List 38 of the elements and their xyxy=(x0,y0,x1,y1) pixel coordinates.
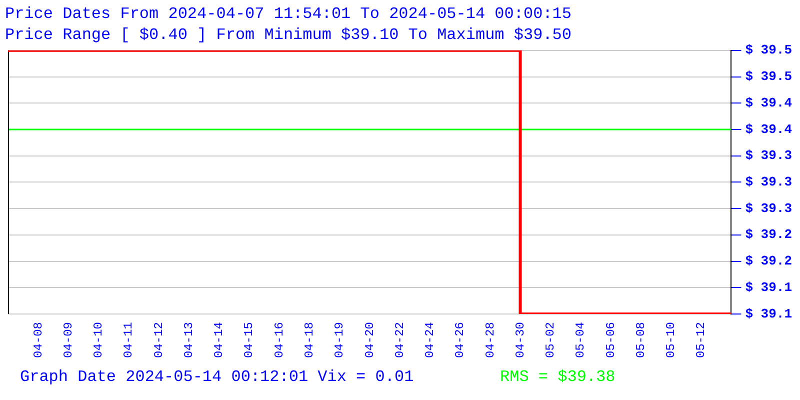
y-tick-label: $ 39.1 xyxy=(745,306,792,322)
x-tick-label: 04-22 xyxy=(392,322,407,358)
text: Graph Date 2024-05-14 00:12:01 Vix = 0.01 xyxy=(20,368,414,386)
x-tick-label: 04-09 xyxy=(61,322,76,358)
x-tick-label: 04-14 xyxy=(212,322,226,358)
y-tick-label: $ 39.4 xyxy=(745,95,792,110)
x-tick-label: 04-24 xyxy=(423,322,438,358)
x-tick-label: 04-20 xyxy=(362,322,377,358)
x-tick-label: 04-12 xyxy=(152,322,166,358)
y-tick-label: $ 39.3 xyxy=(745,200,792,216)
y-tick-label: $ 39.1 xyxy=(745,280,792,295)
x-tick-label: 04-26 xyxy=(453,322,468,358)
x-tick-label: 05-08 xyxy=(634,322,648,358)
y-tick-label: $ 39.2 xyxy=(745,254,792,269)
chart-subtitle: Price Range [ $0.40 ] From Minimum $39.10 To Maximum $39.50 xyxy=(5,26,572,44)
x-tick-label: 05-10 xyxy=(664,322,678,358)
text: RMS = $39.38 xyxy=(500,368,616,386)
x-tick-label: 05-12 xyxy=(694,322,708,358)
x-tick-label: 05-02 xyxy=(544,322,558,358)
y-tick-label: $ 39.5 xyxy=(745,69,792,84)
y-tick-label: $ 39.3 xyxy=(745,174,792,190)
x-tick-label: 04-16 xyxy=(272,322,286,358)
x-tick-label: 04-18 xyxy=(302,322,316,358)
x-tick-label: 04-30 xyxy=(513,322,528,358)
x-tick-label: 04-08 xyxy=(31,322,46,358)
x-tick-label: 04-10 xyxy=(92,322,106,358)
y-tick-label: $ 39.2 xyxy=(745,227,792,242)
x-tick-label: 04-28 xyxy=(483,322,498,358)
x-tick-label: 04-15 xyxy=(242,322,256,358)
chart-title: Price Dates From 2024-04-07 11:54:01 To 2024-05-14 00:00:15 xyxy=(5,4,572,23)
x-tick-label: 05-04 xyxy=(574,322,588,358)
y-tick-label: $ 39.4 xyxy=(745,122,792,137)
y-tick-label: $ 39.5 xyxy=(745,42,792,58)
y-tick-label: $ 39.3 xyxy=(745,148,792,164)
x-tick-label: 04-11 xyxy=(122,322,136,358)
x-tick-label: 04-19 xyxy=(332,322,347,358)
x-tick-label: 05-06 xyxy=(604,322,618,358)
x-tick-label: 04-13 xyxy=(182,322,196,358)
